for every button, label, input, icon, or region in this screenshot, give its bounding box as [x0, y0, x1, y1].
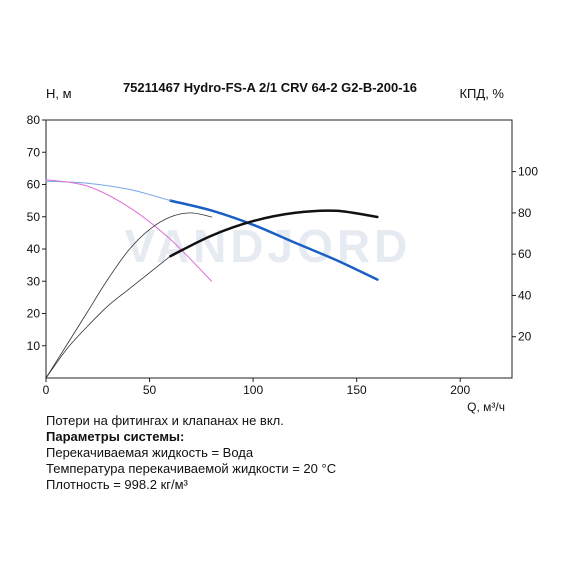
y-left-tick-label: 60: [27, 178, 41, 192]
y-axis-left-label: Н, м: [46, 86, 72, 101]
y-left-tick-label: 20: [27, 307, 41, 321]
y-right-tick-label: 60: [518, 247, 532, 261]
x-tick-label: 150: [347, 383, 367, 397]
y-left-tick-label: 40: [27, 242, 41, 256]
y-left-tick-label: 70: [27, 145, 41, 159]
chart-title: 75211467 Hydro-FS-A 2/1 CRV 64-2 G2-B-20…: [123, 80, 417, 95]
series-line-5: [45, 212, 213, 379]
x-tick-label: 200: [450, 383, 470, 397]
x-axis-label: Q, м³/ч: [467, 400, 505, 414]
series-line-0: [169, 199, 379, 281]
x-tick-label: 100: [243, 383, 263, 397]
y-axis-right-label: КПД, %: [459, 86, 504, 101]
y-right-tick-label: 100: [518, 165, 538, 179]
note-losses: Потери на фитингах и клапанах не вкл.: [46, 413, 284, 428]
y-left-tick-label: 50: [27, 210, 41, 224]
x-tick-label: 50: [143, 383, 157, 397]
watermark: VANDJORD: [125, 220, 412, 272]
series-line-1: [45, 180, 171, 202]
series-line-3: [169, 209, 379, 258]
series-line-2: [45, 179, 213, 282]
y-left-tick-label: 30: [27, 274, 41, 288]
y-left-tick-label: 80: [27, 113, 41, 127]
x-tick-label: 0: [43, 383, 50, 397]
note-temperature: Температура перекачиваемой жидкости = 20…: [46, 461, 337, 476]
note-density: Плотность = 998.2 кг/м³: [46, 477, 188, 492]
y-right-tick-label: 20: [518, 330, 532, 344]
series-line-4: [45, 255, 171, 379]
y-left-tick-label: 10: [27, 339, 41, 353]
y-right-tick-label: 80: [518, 206, 532, 220]
note-system-params-heading: Параметры системы:: [46, 429, 185, 444]
note-liquid: Перекачиваемая жидкость = Вода: [46, 445, 254, 460]
y-right-tick-label: 40: [518, 288, 532, 302]
